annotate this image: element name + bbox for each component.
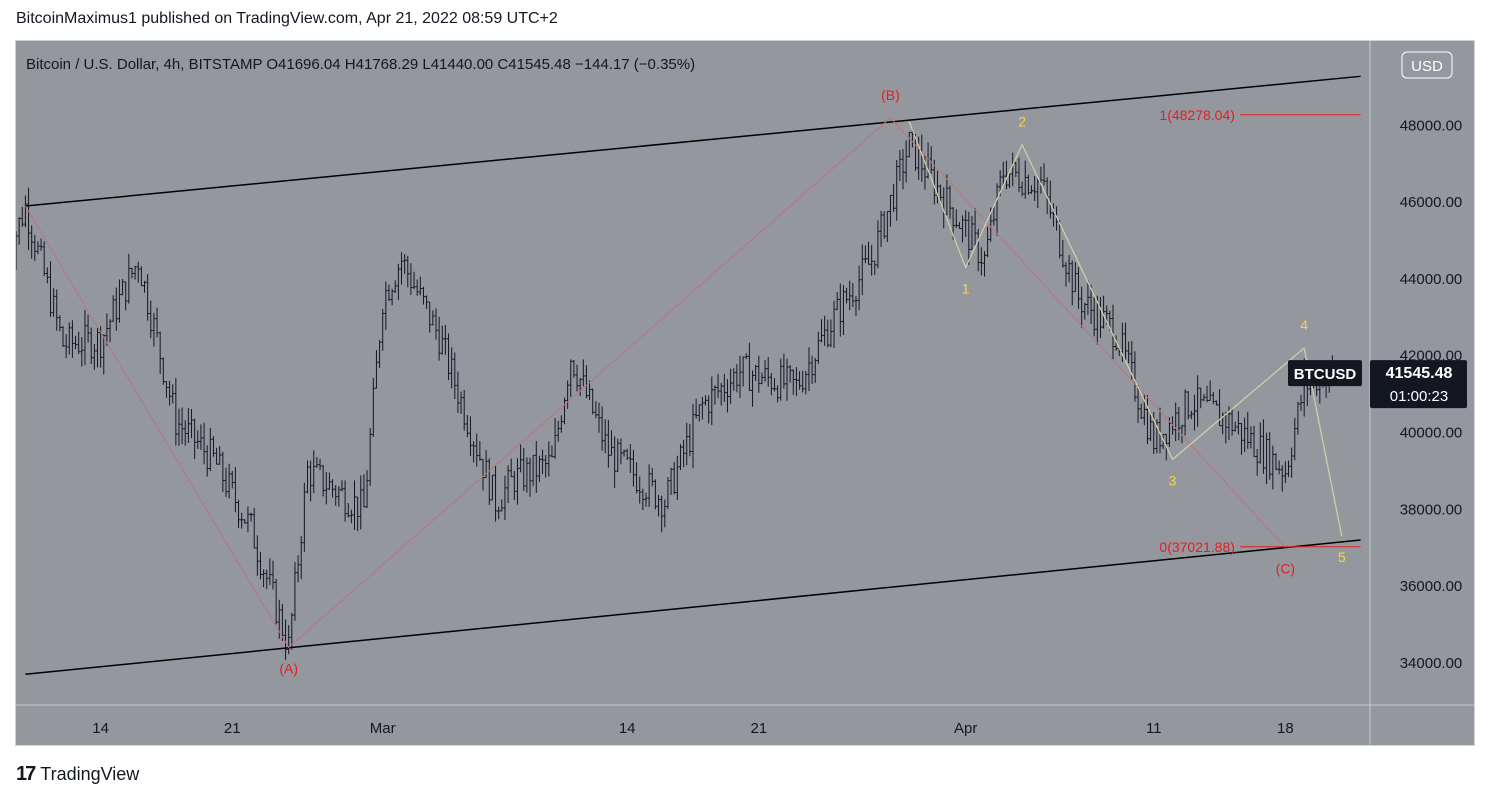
last-price-label: 41545.48 xyxy=(1386,365,1453,382)
candle-countdown: 01:00:23 xyxy=(1390,388,1448,405)
wave-label: 4 xyxy=(1300,317,1308,333)
chart-area[interactable]: 1(48278.04) 0(37021.88) (A) (B) (C) 1 2 3 4 5 3400… xyxy=(15,40,1475,746)
brand-name: TradingView xyxy=(40,764,140,784)
channel-lower-line[interactable] xyxy=(25,539,1361,676)
price-tick-label: 36000.00 xyxy=(1400,578,1463,595)
channel-upper-line[interactable] xyxy=(25,75,1361,207)
time-tick-label: 18 xyxy=(1277,720,1294,737)
wave-label: 5 xyxy=(1338,549,1346,565)
time-tick-label: 21 xyxy=(224,720,241,737)
symbol-tag xyxy=(1288,360,1362,387)
currency-button[interactable] xyxy=(1401,51,1453,79)
footer[interactable]: 17 TradingView xyxy=(16,763,139,786)
symbol-tag-label: BTCUSD xyxy=(1294,366,1357,383)
fib-level-label: 0(37021.88) xyxy=(1159,539,1235,555)
price-tick-label: 46000.00 xyxy=(1400,194,1463,211)
fib-level-label: 1(48278.04) xyxy=(1159,107,1235,123)
price-tick-label: 34000.00 xyxy=(1400,655,1463,672)
time-tick-label: 11 xyxy=(1146,720,1162,737)
price-tick-label: 38000.00 xyxy=(1400,501,1463,518)
time-tick-label: 21 xyxy=(750,720,767,737)
price-tick-label: 44000.00 xyxy=(1400,271,1463,288)
time-tick-label: 14 xyxy=(619,720,636,737)
price-tick-label: 48000.00 xyxy=(1400,117,1463,134)
abc-wave-path[interactable] xyxy=(24,117,1286,649)
publisher-line: BitcoinMaximus1 published on TradingView… xyxy=(16,10,558,27)
wave-label: 2 xyxy=(1018,114,1026,130)
wave-label: (B) xyxy=(881,87,900,103)
wave-label: (A) xyxy=(279,660,298,676)
tradingview-logo-icon: 17 xyxy=(16,763,36,785)
price-tag xyxy=(1370,360,1467,409)
wave-label: 3 xyxy=(1169,472,1177,488)
price-tick-label: 40000.00 xyxy=(1400,424,1463,441)
price-chart[interactable]: 1(48278.04) 0(37021.88) (A) (B) (C) 1 2 3 4 5 3400… xyxy=(16,41,1474,745)
time-tick-label: 14 xyxy=(92,720,109,737)
wave-label: 1 xyxy=(962,280,970,296)
currency-button-label: USD xyxy=(1411,58,1443,75)
wave-label: (C) xyxy=(1276,561,1295,577)
time-tick-label: Apr xyxy=(954,720,977,737)
ohlc-legend: Bitcoin / U.S. Dollar, 4h, BITSTAMP O416… xyxy=(26,56,695,73)
time-tick-label: Mar xyxy=(370,720,396,737)
